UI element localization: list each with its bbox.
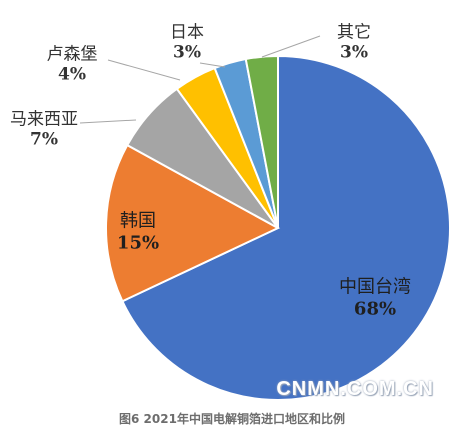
pie-slice	[105, 143, 281, 303]
slice-percent: 15%	[116, 232, 160, 253]
leader-line	[107, 59, 181, 81]
leader-line	[261, 35, 321, 58]
slice-name: 日本	[170, 22, 204, 43]
slice-percent: 4%	[58, 65, 86, 85]
slice-percent: 3%	[173, 43, 201, 63]
figure-caption: 图6 2021年中国电解铜箔进口地区和比例	[119, 412, 345, 426]
slice-percent: 7%	[30, 130, 58, 150]
pie-slice	[121, 54, 451, 401]
leader-line	[79, 119, 137, 124]
slice-label: 卢森堡 4%	[47, 45, 98, 86]
slice-label: 日本 3%	[170, 23, 204, 64]
slice-percent: 3%	[340, 43, 368, 63]
slice-label: 其它 3%	[337, 23, 371, 64]
slice-percent: 68%	[353, 298, 397, 319]
pie-slice	[244, 54, 279, 229]
slice-name: 中国台湾	[339, 276, 411, 298]
slice-name: 卢森堡	[46, 44, 98, 65]
slice-name: 其它	[337, 22, 371, 43]
leader-line	[199, 62, 226, 68]
slice-name: 韩国	[120, 210, 156, 232]
slice-label: 中国台湾 68%	[339, 276, 411, 319]
watermark: CNMN.COM.CN	[276, 378, 434, 400]
slice-name: 马来西亚	[10, 109, 78, 130]
slice-label: 韩国 15%	[117, 210, 159, 253]
slice-label: 马来西亚 7%	[10, 110, 78, 151]
